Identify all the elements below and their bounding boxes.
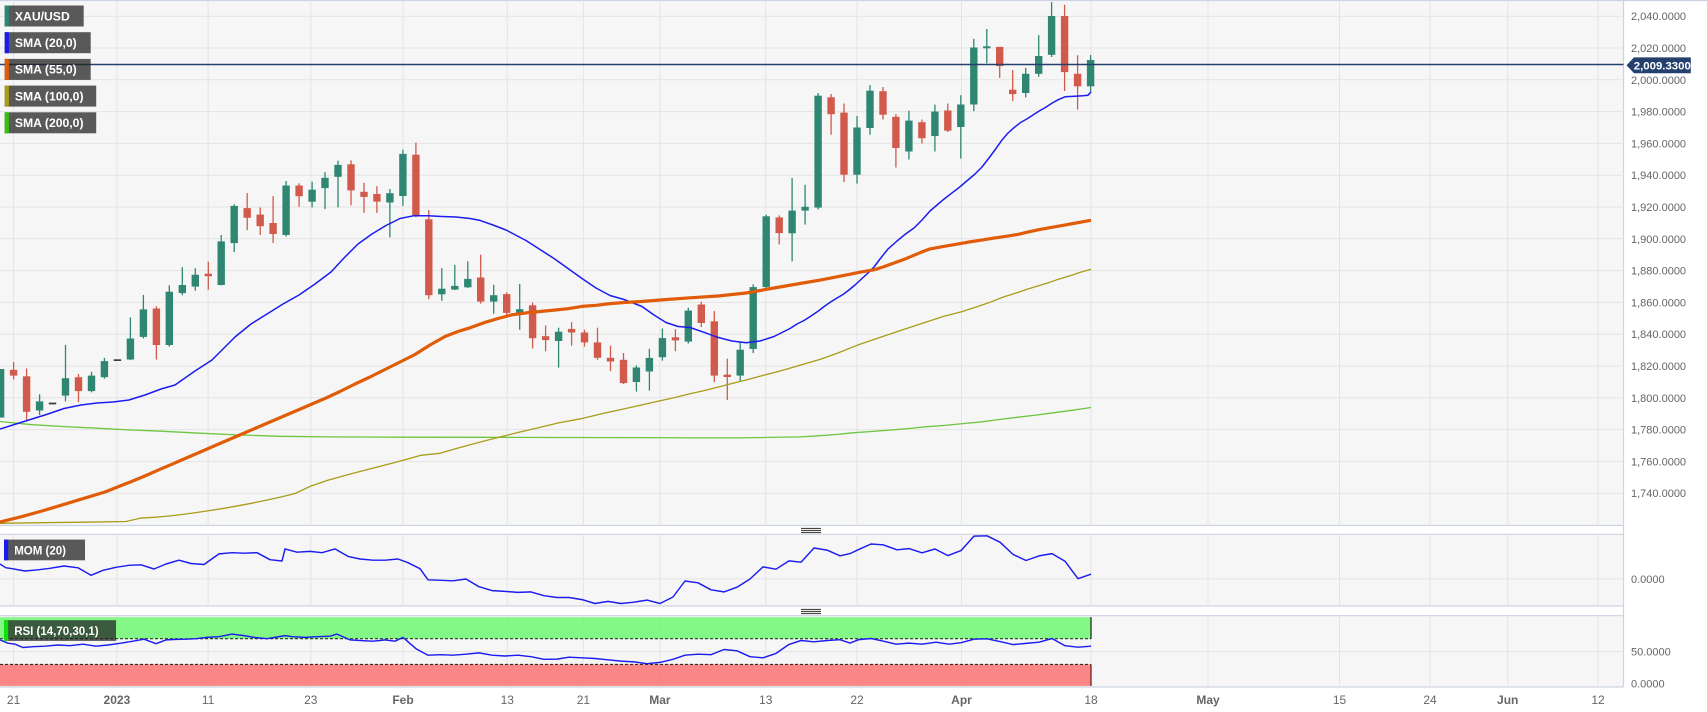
svg-text:Mar: Mar — [649, 693, 671, 707]
svg-text:13: 13 — [501, 693, 515, 707]
svg-text:22: 22 — [850, 693, 864, 707]
svg-text:15: 15 — [1333, 693, 1347, 707]
svg-text:0.0000: 0.0000 — [1631, 679, 1665, 691]
svg-text:1,940.0000: 1,940.0000 — [1631, 170, 1686, 182]
svg-text:1,880.0000: 1,880.0000 — [1631, 266, 1686, 278]
svg-text:0.0000: 0.0000 — [1631, 574, 1665, 586]
svg-text:1,760.0000: 1,760.0000 — [1631, 456, 1686, 468]
svg-text:2,040.0000: 2,040.0000 — [1631, 11, 1686, 23]
svg-text:1,800.0000: 1,800.0000 — [1631, 393, 1686, 405]
svg-text:1,920.0000: 1,920.0000 — [1631, 202, 1686, 214]
svg-text:2023: 2023 — [104, 693, 131, 707]
svg-text:1,960.0000: 1,960.0000 — [1631, 138, 1686, 150]
svg-text:24: 24 — [1423, 693, 1437, 707]
svg-text:12: 12 — [1591, 693, 1605, 707]
svg-text:1,740.0000: 1,740.0000 — [1631, 488, 1686, 500]
svg-text:Jun: Jun — [1497, 693, 1518, 707]
svg-text:SMA (55,0): SMA (55,0) — [15, 63, 77, 77]
svg-text:Feb: Feb — [392, 693, 413, 707]
svg-text:1,780.0000: 1,780.0000 — [1631, 425, 1686, 437]
svg-text:2,020.0000: 2,020.0000 — [1631, 43, 1686, 55]
svg-text:50.0000: 50.0000 — [1631, 647, 1671, 659]
svg-text:2,000.0000: 2,000.0000 — [1631, 75, 1686, 87]
svg-text:1,900.0000: 1,900.0000 — [1631, 234, 1686, 246]
svg-text:May: May — [1196, 693, 1220, 707]
svg-text:13: 13 — [759, 693, 773, 707]
svg-text:XAU/USD: XAU/USD — [15, 9, 70, 23]
svg-text:2,009.3300: 2,009.3300 — [1634, 60, 1691, 72]
svg-text:1,980.0000: 1,980.0000 — [1631, 107, 1686, 119]
svg-text:21: 21 — [577, 693, 591, 707]
svg-text:MOM (20): MOM (20) — [14, 545, 66, 557]
svg-text:1,860.0000: 1,860.0000 — [1631, 297, 1686, 309]
svg-text:1,820.0000: 1,820.0000 — [1631, 361, 1686, 373]
svg-text:RSI (14,70,30,1): RSI (14,70,30,1) — [14, 626, 99, 638]
svg-text:21: 21 — [7, 693, 21, 707]
svg-text:23: 23 — [304, 693, 318, 707]
svg-text:1,840.0000: 1,840.0000 — [1631, 329, 1686, 341]
svg-text:SMA (100,0): SMA (100,0) — [15, 89, 84, 103]
svg-text:SMA (200,0): SMA (200,0) — [15, 116, 84, 130]
svg-text:SMA (20,0): SMA (20,0) — [15, 36, 77, 50]
svg-text:11: 11 — [202, 693, 215, 707]
svg-text:Apr: Apr — [951, 693, 972, 707]
svg-text:18: 18 — [1084, 693, 1098, 707]
